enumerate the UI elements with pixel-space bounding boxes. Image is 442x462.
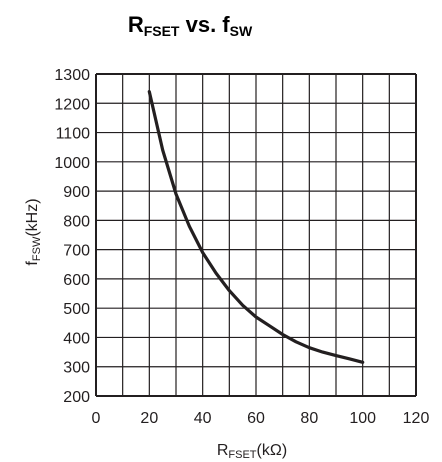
x-tick-label: 60 [247,410,265,427]
x-axis-label-unit: (kΩ) [257,442,288,459]
y-tick-label: 300 [63,360,90,377]
chart-title-mid: vs. f [179,12,230,37]
grid [95,73,417,397]
y-axis-label-sub: FSW [31,236,43,261]
chart-title-main: R [128,12,144,37]
x-axis-label-main: R [217,442,229,459]
x-tick-label: 40 [194,410,212,427]
x-axis-ticks: 0 20 40 60 80 100 120 [92,410,430,427]
chart-title-main-sub: FSET [144,23,180,39]
y-tick-label: 500 [63,301,90,318]
x-tick-label: 0 [92,410,101,427]
series-line [147,90,365,364]
x-axis-label-sub: FSET [228,449,256,461]
x-tick-label: 100 [349,410,376,427]
y-tick-label: 900 [63,184,90,201]
chart-title-mid-sub: SW [230,23,253,39]
chart-title: RFSET vs. fSW [128,12,253,39]
y-tick-label: 700 [63,243,90,260]
x-tick-label: 80 [300,410,318,427]
y-tick-label: 200 [63,389,90,406]
y-axis-label-unit: (kHz) [24,198,41,236]
y-tick-label: 800 [63,213,90,230]
y-axis-label: fFSW(kHz) [24,198,43,265]
y-tick-label: 400 [63,330,90,347]
y-axis-label-main: f [24,261,41,266]
x-tick-label: 120 [403,410,430,427]
x-tick-label: 20 [140,410,158,427]
y-axis-ticks: 200 300 400 500 600 700 800 900 1000 1100 1200 1300 [54,67,90,406]
y-tick-label: 1300 [54,67,90,84]
y-tick-label: 1100 [56,126,91,143]
y-tick-label: 1200 [54,96,90,113]
y-tick-label: 600 [63,272,90,289]
data-series [147,90,365,364]
y-tick-label: 1000 [54,155,90,172]
x-axis-label: RFSET(kΩ) [217,442,287,461]
